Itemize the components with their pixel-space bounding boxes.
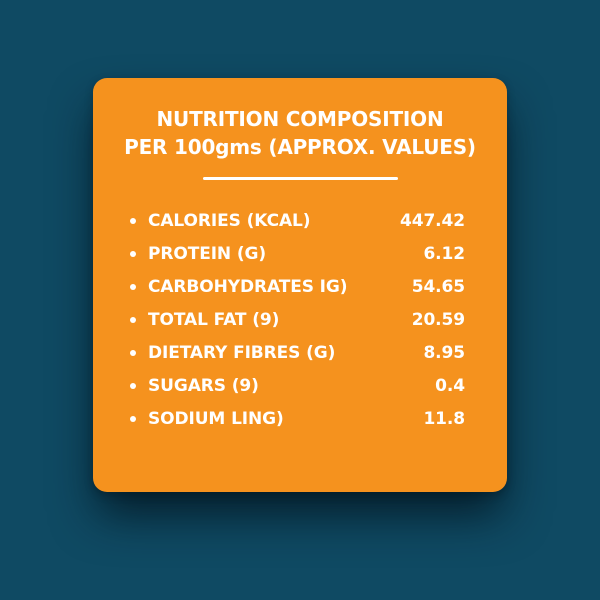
list-item-sugars: SUGARS (9) 0.4	[93, 369, 507, 402]
nutrient-value: 11.8	[423, 408, 465, 429]
nutrient-label: SUGARS (9)	[148, 375, 259, 396]
nutrient-value: 20.59	[411, 309, 465, 330]
bullet-icon	[130, 415, 136, 422]
bullet-icon	[130, 250, 136, 257]
list-item-calories: CALORIES (KCAL) 447.42	[93, 204, 507, 237]
list-item-total-fat: TOTAL FAT (9) 20.59	[93, 303, 507, 336]
list-item-carbohydrates: CARBOHYDRATES IG) 54.65	[93, 270, 507, 303]
card-title-line1: NUTRITION COMPOSITION	[156, 107, 444, 131]
nutrient-value: 0.4	[435, 375, 465, 396]
nutrient-value: 6.12	[423, 243, 465, 264]
list-item-sodium: SODIUM LING) 11.8	[93, 402, 507, 435]
nutrient-label: CALORIES (KCAL)	[148, 210, 311, 231]
bullet-icon	[130, 316, 136, 323]
nutrient-value: 54.65	[411, 276, 465, 297]
nutrient-value: 8.95	[423, 342, 465, 363]
nutrient-label: DIETARY FIBRES (G)	[148, 342, 336, 363]
nutrient-label: PROTEIN (G)	[148, 243, 267, 264]
nutrient-label: TOTAL FAT (9)	[148, 309, 280, 330]
list-item-dietary-fibres: DIETARY FIBRES (G) 8.95	[93, 336, 507, 369]
nutrient-label: CARBOHYDRATES IG)	[148, 276, 348, 297]
bullet-icon	[130, 382, 136, 389]
nutrient-value: 447.42	[399, 210, 465, 231]
bullet-icon	[130, 217, 136, 224]
bullet-icon	[130, 283, 136, 290]
nutrient-label: SODIUM LING)	[148, 408, 284, 429]
nutrition-list: CALORIES (KCAL) 447.42 PROTEIN (G) 6.12 …	[93, 204, 507, 435]
bullet-icon	[130, 349, 136, 356]
nutrition-card: NUTRITION COMPOSITION PER 100gms (APPROX…	[93, 78, 507, 492]
title-divider	[202, 177, 398, 180]
card-title: NUTRITION COMPOSITION PER 100gms (APPROX…	[93, 105, 507, 161]
card-title-line2: PER 100gms (APPROX. VALUES)	[124, 135, 476, 159]
list-item-protein: PROTEIN (G) 6.12	[93, 237, 507, 270]
